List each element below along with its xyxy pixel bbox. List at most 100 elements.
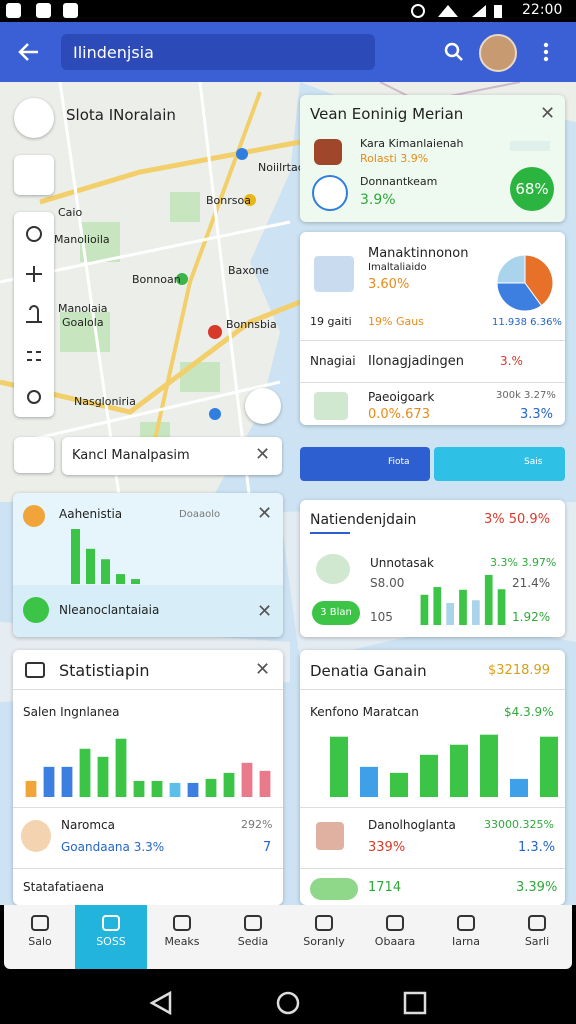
- nav-item[interactable]: Meaks: [146, 905, 218, 969]
- card-header: [300, 650, 565, 690]
- avatar[interactable]: [479, 34, 517, 72]
- item-value: S8.00: [370, 576, 405, 590]
- underline: [310, 532, 350, 534]
- nav-icon: [457, 915, 475, 931]
- nav-icon: [386, 915, 404, 931]
- bar: [259, 770, 271, 797]
- close-button[interactable]: ✕: [255, 659, 271, 680]
- bar: [446, 603, 454, 625]
- nav-item[interactable]: Sarli: [501, 905, 573, 969]
- search-box[interactable]: Ilindenjsia: [61, 34, 375, 70]
- badge: 68%: [510, 167, 554, 211]
- item-icon: [21, 820, 51, 852]
- card-title: Natiendenjdain: [310, 512, 417, 528]
- close-button[interactable]: ✕: [257, 503, 273, 524]
- nav-label: Obaara: [374, 935, 416, 948]
- pie-slice: [496, 254, 526, 284]
- map-label: Manolioila: [54, 233, 110, 246]
- nav-item[interactable]: Sedia: [217, 905, 289, 969]
- bar: [61, 766, 73, 797]
- menu-button[interactable]: [542, 42, 550, 64]
- close-button[interactable]: ✕: [255, 444, 271, 465]
- bar: [97, 756, 109, 797]
- item-icon: [314, 139, 342, 165]
- bottom-nav: Salo SOSS Meaks Sedia Soranly Obaara Iarna Sarl…: [4, 905, 572, 969]
- action-button[interactable]: Sais: [434, 447, 565, 481]
- bar: [205, 778, 217, 797]
- card-icon: [25, 662, 45, 678]
- nav-icon: [102, 915, 120, 931]
- bar: [223, 772, 235, 797]
- layers-button[interactable]: [14, 155, 54, 195]
- system-nav-icons: [149, 990, 427, 1016]
- bar: [360, 766, 378, 797]
- bar: [101, 559, 110, 584]
- item-title: Paeoigoark: [368, 390, 435, 404]
- bars: [330, 734, 558, 797]
- item-title: Donnantkeam: [360, 175, 438, 188]
- activity-card: Aahenistia Doaaolo ✕ Nleanoclantaiaia ✕: [13, 493, 283, 637]
- checkbox-button[interactable]: [14, 437, 54, 473]
- row-value: 19% Gaus: [368, 315, 424, 328]
- card-tag: Doaaolo: [179, 509, 221, 520]
- right-value: 3.39%: [516, 880, 558, 895]
- item-icon: [316, 554, 350, 584]
- placeholder-bar: [510, 141, 550, 151]
- pie-slice: [496, 282, 543, 312]
- nav-item[interactable]: Soranly: [288, 905, 360, 969]
- item-title: Naromca: [61, 818, 115, 832]
- bar: [241, 762, 253, 797]
- locate-button[interactable]: [245, 388, 281, 424]
- card-title: Statistiapin: [59, 661, 150, 680]
- search-chip[interactable]: Kancl Manalpasim ✕: [62, 437, 282, 475]
- row-label: 19 gaiti: [310, 315, 352, 328]
- right-value: 21.4%: [512, 576, 551, 590]
- status-icon: [6, 3, 21, 18]
- action-button[interactable]: Fiota: [300, 447, 430, 481]
- bar: [86, 548, 95, 584]
- item-value: 339%: [368, 840, 406, 855]
- row-label: Nnagiai: [310, 354, 356, 368]
- close-button[interactable]: ✕: [257, 601, 273, 622]
- bar: [484, 574, 493, 625]
- item-row: Nleanoclantaiaia ✕: [13, 585, 283, 637]
- close-button[interactable]: ✕: [540, 103, 556, 124]
- bar: [187, 782, 199, 797]
- map-button[interactable]: [14, 98, 54, 138]
- bar: [472, 600, 480, 625]
- divider: [13, 868, 283, 869]
- card-header: [13, 650, 283, 690]
- map-label: Bonnoan: [132, 273, 181, 286]
- search-text: Ilindenjsia: [73, 43, 154, 62]
- bar: [79, 748, 91, 797]
- card-subtitle: Kenfono Maratcan: [310, 705, 419, 719]
- bars: [71, 529, 140, 584]
- trend-card: Natiendenjdain 3% 50.9% Unnotasak S8.00 …: [300, 500, 565, 637]
- bar-chart: [22, 730, 274, 797]
- nav-item[interactable]: Obaara: [359, 905, 431, 969]
- pie-slice: [524, 254, 554, 307]
- search-button[interactable]: [444, 42, 464, 62]
- map-toolbar: [14, 212, 54, 417]
- back-button[interactable]: [18, 42, 40, 62]
- bar: [540, 736, 558, 797]
- nav-item[interactable]: Salo: [4, 905, 76, 969]
- bars: [420, 574, 506, 625]
- nav-item[interactable]: Iarna: [430, 905, 502, 969]
- nav-label: Iarna: [451, 935, 481, 948]
- nav-item[interactable]: SOSS: [75, 905, 147, 969]
- divider: [300, 807, 565, 808]
- map-label: Goalola: [62, 316, 104, 329]
- card-change: 3% 50.9%: [484, 512, 551, 527]
- item-icon: [23, 505, 45, 527]
- bar: [497, 589, 506, 625]
- right-value: 3.3% 3.97%: [490, 556, 557, 569]
- item-subtitle: Goandaana 3.3%: [61, 840, 165, 854]
- row-value: 3.%: [500, 354, 523, 368]
- bar: [459, 589, 467, 625]
- bar: [420, 594, 429, 625]
- pill: 3 Blan: [312, 601, 360, 625]
- pill-value: 1714: [368, 880, 402, 895]
- bar: [131, 579, 140, 584]
